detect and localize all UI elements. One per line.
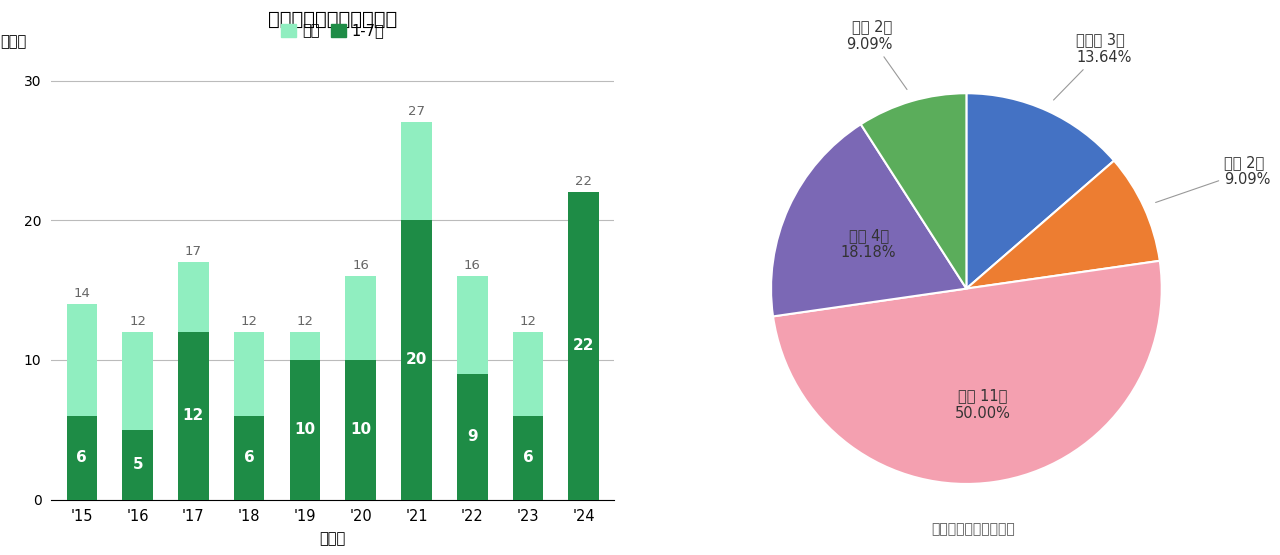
Text: 6: 6 bbox=[522, 450, 534, 465]
Text: 14: 14 bbox=[73, 287, 91, 300]
Bar bbox=[568, 192, 599, 500]
Bar bbox=[568, 192, 599, 500]
Bar bbox=[512, 332, 543, 500]
Bar bbox=[67, 416, 97, 500]
Text: 関東 11件
50.00%: 関東 11件 50.00% bbox=[955, 388, 1011, 421]
Bar bbox=[67, 304, 97, 500]
Text: 近畿 4件
18.18%: 近畿 4件 18.18% bbox=[841, 228, 896, 260]
Text: 16: 16 bbox=[463, 259, 481, 272]
Wedge shape bbox=[860, 93, 966, 289]
Bar bbox=[346, 360, 376, 500]
Wedge shape bbox=[966, 93, 1114, 289]
Bar bbox=[234, 416, 265, 500]
Bar bbox=[401, 123, 431, 500]
Text: 22: 22 bbox=[575, 175, 593, 188]
Bar bbox=[289, 360, 320, 500]
Text: 20: 20 bbox=[406, 352, 428, 367]
Text: 5: 5 bbox=[132, 457, 143, 472]
Text: （件）: （件） bbox=[0, 34, 27, 49]
Text: 10: 10 bbox=[351, 422, 371, 437]
X-axis label: （年）: （年） bbox=[320, 531, 346, 546]
Bar bbox=[289, 332, 320, 500]
Text: 12: 12 bbox=[129, 315, 146, 328]
Text: 12: 12 bbox=[241, 315, 257, 328]
Text: 九州 2件
9.09%: 九州 2件 9.09% bbox=[846, 19, 908, 89]
Text: 6: 6 bbox=[243, 450, 255, 465]
Bar bbox=[178, 332, 209, 500]
Bar bbox=[178, 262, 209, 500]
Title: 調剤薬局の倒産件数推移: 調剤薬局の倒産件数推移 bbox=[269, 10, 397, 29]
Text: 27: 27 bbox=[408, 105, 425, 118]
Text: 東京商工リサーチ調べ: 東京商工リサーチ調べ bbox=[931, 522, 1015, 536]
Bar bbox=[457, 374, 488, 500]
Text: 北海道 3件
13.64%: 北海道 3件 13.64% bbox=[1053, 33, 1132, 100]
Text: 12: 12 bbox=[520, 315, 536, 328]
Text: 10: 10 bbox=[294, 422, 315, 437]
Wedge shape bbox=[773, 261, 1162, 484]
Wedge shape bbox=[966, 160, 1160, 289]
Bar bbox=[346, 276, 376, 500]
Text: 16: 16 bbox=[352, 259, 369, 272]
Text: 12: 12 bbox=[183, 408, 204, 423]
Bar bbox=[123, 332, 154, 500]
Bar bbox=[123, 430, 154, 500]
Text: 17: 17 bbox=[184, 245, 202, 258]
Bar bbox=[234, 332, 265, 500]
Text: 東北 2件
9.09%: 東北 2件 9.09% bbox=[1156, 155, 1271, 203]
Bar bbox=[512, 416, 543, 500]
Text: 12: 12 bbox=[297, 315, 314, 328]
Wedge shape bbox=[771, 124, 966, 316]
Legend: 年間, 1-7月: 年間, 1-7月 bbox=[275, 18, 390, 44]
Text: 6: 6 bbox=[77, 450, 87, 465]
Bar bbox=[401, 220, 431, 500]
Text: 9: 9 bbox=[467, 429, 477, 444]
Text: 22: 22 bbox=[573, 339, 594, 354]
Bar bbox=[457, 276, 488, 500]
